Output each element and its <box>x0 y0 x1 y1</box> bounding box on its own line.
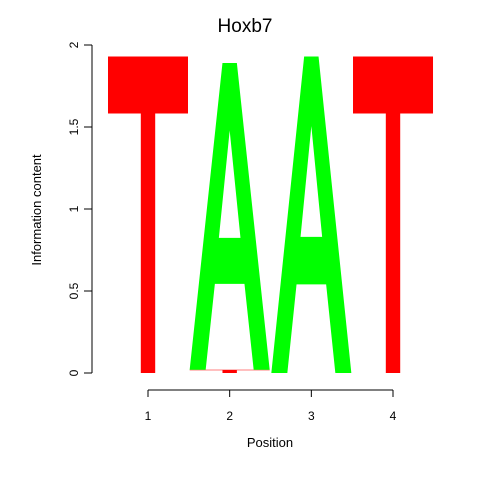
y-tick-label: 0 <box>67 369 81 376</box>
x-axis-label: Position <box>247 435 293 450</box>
letter-A-pos-2 <box>189 63 270 370</box>
x-tick-label: 3 <box>308 409 315 423</box>
x-tick-label: 2 <box>226 409 233 423</box>
chart-title: Hoxb7 <box>218 16 273 37</box>
y-tick-label: 1.5 <box>67 118 81 135</box>
x-axis: 1 2 3 4 <box>145 389 397 423</box>
x-tick-label: 4 <box>390 409 397 423</box>
letter-T-pos-1 <box>108 56 188 373</box>
letter-A-pos-3 <box>271 56 352 373</box>
letter-T-pos-4 <box>353 56 434 373</box>
y-tick-label: 0.5 <box>67 282 81 299</box>
x-tick-label: 1 <box>145 409 152 423</box>
letter-T-pos-2 <box>189 369 270 373</box>
y-axis: 0 0.5 1 1.5 2 <box>67 41 93 376</box>
y-tick-label: 2 <box>67 41 81 48</box>
logo-letters <box>108 56 434 373</box>
y-axis-label: Information content <box>29 154 44 266</box>
y-tick-label: 1 <box>67 205 81 212</box>
